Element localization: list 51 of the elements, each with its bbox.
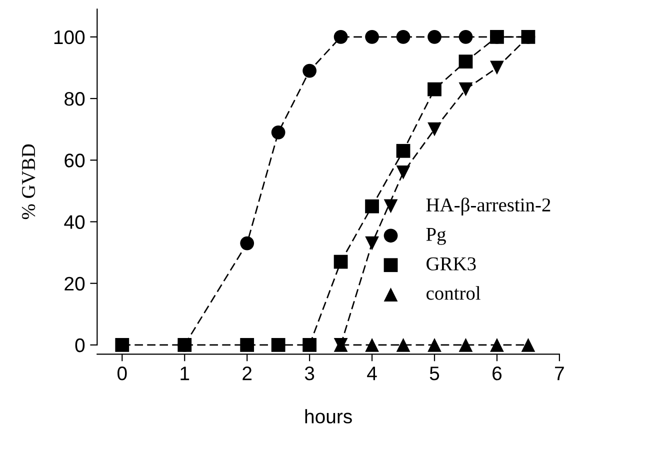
point: [271, 125, 286, 140]
point: [490, 60, 504, 75]
x-tick-label: 1: [180, 366, 190, 380]
point: [458, 30, 473, 44]
y-tick-label: 40: [64, 215, 85, 229]
x-tick-label: 7: [555, 366, 564, 380]
point: [365, 199, 379, 214]
point: [428, 30, 442, 44]
point: [334, 254, 348, 269]
legend-label: HA-β-arrestin-2: [426, 198, 550, 216]
point: [458, 54, 473, 69]
point: [302, 64, 317, 78]
point: [115, 338, 130, 352]
y-tick-label: 20: [64, 276, 85, 291]
y-tick-label: 100: [54, 30, 85, 44]
x-tick-label: 0: [117, 366, 127, 380]
point: [521, 338, 536, 352]
y-tick-label: 0: [75, 338, 85, 352]
point: [396, 338, 410, 352]
x-tick-label: 6: [492, 366, 502, 380]
point: [428, 338, 442, 352]
point: [490, 338, 504, 352]
point: [428, 82, 442, 96]
point: [178, 338, 192, 352]
x-tick-label: 5: [430, 366, 440, 380]
legend-label: control: [426, 286, 480, 300]
point: [365, 236, 379, 250]
y-axis-title: % GVBD: [22, 144, 36, 220]
legend-label: GRK3: [426, 257, 476, 270]
point: [458, 338, 473, 352]
point: [365, 30, 379, 44]
point: [490, 30, 504, 44]
point: [396, 144, 410, 158]
y-tick-label: 60: [64, 154, 85, 168]
point: [365, 338, 379, 352]
x-tick-label: 4: [367, 366, 377, 380]
point: [302, 338, 317, 352]
y-tick-label: 80: [64, 92, 85, 106]
legend-label: Pg: [426, 228, 446, 245]
point: [240, 236, 254, 250]
point: [458, 82, 473, 96]
x-tick-label: 2: [242, 366, 252, 380]
point: [396, 166, 410, 180]
point: [240, 338, 254, 352]
point: [396, 30, 410, 44]
x-tick-label: 3: [304, 366, 314, 380]
point: [521, 30, 536, 44]
point: [428, 122, 442, 136]
point: [334, 30, 348, 44]
point: [271, 338, 286, 352]
x-axis-title: hours: [305, 409, 352, 424]
